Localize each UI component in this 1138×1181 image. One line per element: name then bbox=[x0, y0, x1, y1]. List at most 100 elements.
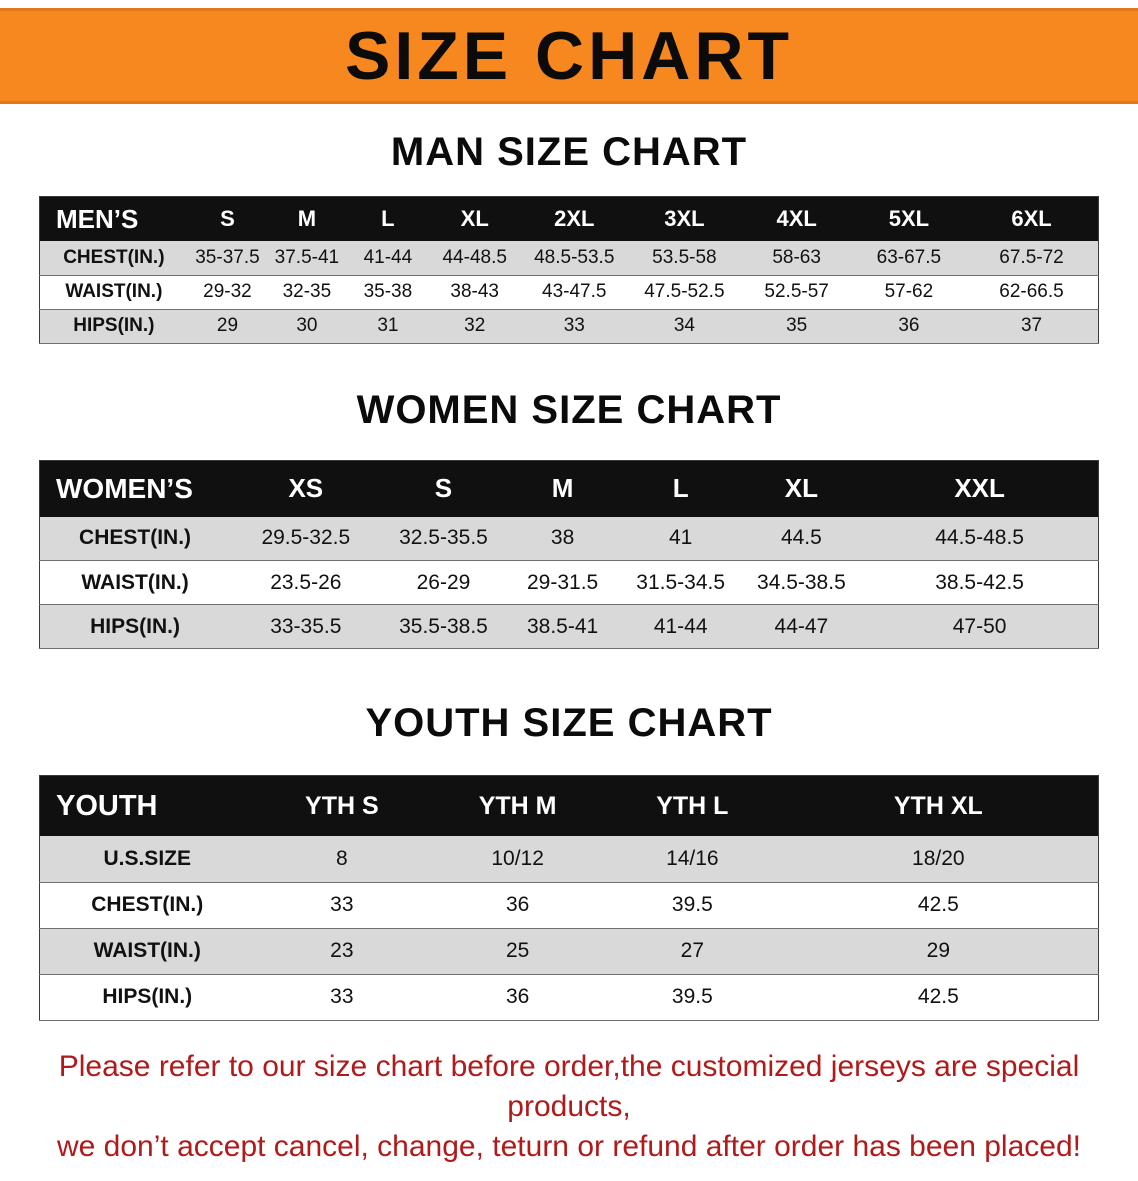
table-row: WAIST(IN.) 23 25 27 29 bbox=[39, 928, 1099, 974]
row-header: HIPS(IN.) bbox=[102, 985, 193, 1008]
table-cell: 23.5-26 bbox=[270, 570, 342, 594]
table-row: CHEST(IN.) 29.5-32.5 32.5-35.5 38 41 44.5 44.5… bbox=[39, 516, 1099, 561]
table-cell: 52.5-57 bbox=[764, 281, 829, 302]
table-cell: 38 bbox=[550, 526, 575, 550]
table-cell: 32 bbox=[464, 315, 486, 336]
row-header: WAIST(IN.) bbox=[65, 281, 163, 302]
table-cell: 41-44 bbox=[363, 246, 413, 268]
table-row: CHEST(IN.) 33 36 39.5 42.5 bbox=[39, 882, 1099, 928]
table-cell: 37 bbox=[1020, 315, 1043, 336]
table-cell: 8 bbox=[335, 846, 348, 870]
youth-size-table: YOUTH YTH S YTH M YTH L YTH XL U.S.SIZE 8 10/12… bbox=[39, 775, 1099, 1021]
footer-disclaimer-line1: Please refer to our size chart before or… bbox=[58, 1049, 1080, 1123]
table-cell: 42.5 bbox=[917, 893, 959, 916]
table-cell: 29-32 bbox=[203, 281, 252, 302]
column-header: 3XL bbox=[628, 196, 741, 241]
table-cell: 27 bbox=[680, 939, 705, 962]
table-cell: 35.5-38.5 bbox=[399, 614, 488, 638]
column-header: L bbox=[619, 460, 742, 517]
table-row: HIPS(IN.) 33 36 39.5 42.5 bbox=[39, 974, 1099, 1020]
table-cell: 39.5 bbox=[671, 985, 713, 1008]
row-header: CHEST(IN.) bbox=[91, 893, 204, 916]
table-cell: 67.5-72 bbox=[999, 246, 1064, 268]
table-cell: 44.5 bbox=[780, 526, 822, 550]
table-title-cell: YOUTH bbox=[39, 775, 255, 836]
table-cell: 14/16 bbox=[666, 846, 719, 870]
column-header: YTH S bbox=[254, 775, 430, 836]
table-row: HIPS(IN.) 33-35.5 35.5-38.5 38.5-41 41-44 44-… bbox=[39, 604, 1099, 649]
row-header: HIPS(IN.) bbox=[73, 315, 155, 336]
table-cell: 33 bbox=[330, 893, 354, 916]
column-header: XL bbox=[741, 460, 862, 517]
women-size-table: WOMEN’S XS S M L XL XXL CHEST(IN.) 29.5-32.5 32.5… bbox=[39, 459, 1099, 649]
column-header: YTH XL bbox=[778, 775, 1099, 836]
column-header: L bbox=[346, 196, 430, 241]
size-chart-banner: SIZE CHART bbox=[0, 8, 1138, 104]
footer-disclaimer: Please refer to our size chart before or… bbox=[29, 1047, 1109, 1167]
column-header: XS bbox=[230, 460, 382, 517]
table-cell: 41-44 bbox=[653, 614, 708, 638]
table-cell: 35-38 bbox=[363, 281, 413, 302]
table-cell: 29-31.5 bbox=[526, 570, 599, 594]
row-header: WAIST(IN.) bbox=[93, 939, 201, 962]
table-row: WAIST(IN.) 29-32 32-35 35-38 38-43 43-47.5 47.… bbox=[39, 275, 1099, 309]
table-row: U.S.SIZE 8 10/12 14/16 18/20 bbox=[39, 836, 1099, 882]
table-cell: 39.5 bbox=[671, 893, 713, 916]
table-cell: 35 bbox=[786, 315, 808, 336]
table-cell: 34 bbox=[673, 315, 695, 336]
table-title-cell: MEN’S bbox=[39, 196, 188, 241]
table-cell: 37.5-41 bbox=[274, 246, 340, 268]
table-row: WAIST(IN.) 23.5-26 26-29 29-31.5 31.5-34.5 34… bbox=[39, 560, 1099, 605]
table-cell: 43-47.5 bbox=[542, 281, 607, 302]
column-header: M bbox=[267, 196, 347, 241]
table-cell: 36 bbox=[505, 893, 530, 916]
column-header: 6XL bbox=[965, 196, 1099, 241]
table-cell: 18/20 bbox=[912, 846, 965, 870]
row-header: HIPS(IN.) bbox=[90, 614, 180, 638]
table-cell: 58-63 bbox=[772, 246, 821, 268]
column-header: 4XL bbox=[740, 196, 853, 241]
table-header-row: YOUTH YTH S YTH M YTH L YTH XL bbox=[39, 775, 1099, 836]
column-header: M bbox=[505, 460, 620, 517]
table-cell: 47.5-52.5 bbox=[644, 281, 725, 302]
column-header: XXL bbox=[861, 460, 1099, 517]
table-cell: 31 bbox=[377, 315, 399, 336]
footer-disclaimer-line2: we don’t accept cancel, change, teturn o… bbox=[57, 1129, 1081, 1163]
table-cell: 25 bbox=[505, 939, 530, 962]
table-cell: 33 bbox=[563, 315, 585, 336]
table-cell: 33-35.5 bbox=[270, 614, 342, 638]
column-header: S bbox=[187, 196, 268, 241]
column-header: XL bbox=[429, 196, 521, 241]
table-cell: 26-29 bbox=[416, 570, 471, 594]
men-size-table: MEN’S S M L XL 2XL 3XL 4XL 5XL 6XL CHEST(IN.) 35-37… bbox=[39, 196, 1099, 344]
table-cell: 32.5-35.5 bbox=[399, 526, 488, 550]
table-cell: 62-66.5 bbox=[999, 281, 1064, 302]
table-title-cell: WOMEN’S bbox=[39, 460, 231, 517]
column-header: YTH L bbox=[606, 775, 779, 836]
table-cell: 36 bbox=[505, 985, 530, 1008]
table-cell: 53.5-58 bbox=[652, 246, 717, 268]
row-header: WAIST(IN.) bbox=[81, 570, 189, 594]
table-cell: 44-48.5 bbox=[442, 246, 507, 268]
row-header: CHEST(IN.) bbox=[63, 246, 165, 268]
table-row: HIPS(IN.) 29 30 31 32 33 34 35 36 37 bbox=[39, 309, 1099, 343]
table-cell: 38-43 bbox=[450, 281, 500, 302]
column-header: S bbox=[381, 460, 506, 517]
table-cell: 32-35 bbox=[282, 281, 332, 302]
youth-section-heading: YOUTH SIZE CHART bbox=[365, 701, 773, 745]
table-cell: 23 bbox=[330, 939, 354, 962]
table-cell: 29 bbox=[216, 315, 239, 336]
table-cell: 36 bbox=[898, 315, 920, 336]
table-cell: 38.5-42.5 bbox=[935, 570, 1024, 594]
table-cell: 41 bbox=[668, 526, 693, 550]
table-cell: 47-50 bbox=[952, 614, 1007, 638]
table-cell: 29 bbox=[926, 939, 950, 962]
table-cell: 42.5 bbox=[917, 985, 959, 1008]
table-cell: 33 bbox=[330, 985, 354, 1008]
column-header: 5XL bbox=[852, 196, 966, 241]
table-cell: 30 bbox=[296, 315, 318, 336]
table-cell: 44-47 bbox=[774, 614, 829, 638]
table-cell: 35-37.5 bbox=[195, 246, 260, 268]
table-cell: 48.5-53.5 bbox=[534, 246, 615, 268]
column-header: YTH M bbox=[429, 775, 607, 836]
